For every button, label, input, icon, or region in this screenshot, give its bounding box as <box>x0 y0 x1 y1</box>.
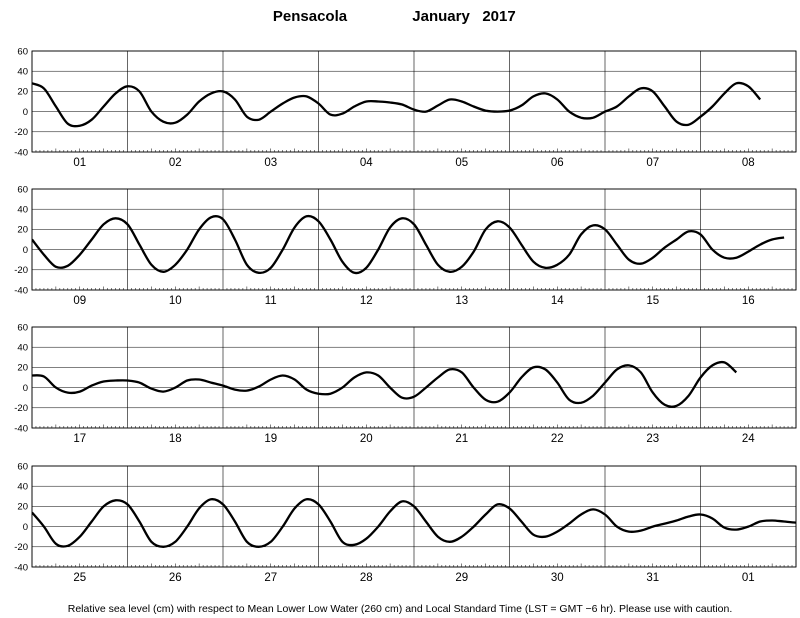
panels-group: -40 -20 0 20 40 60 01 02 03 04 05 06 07 08 -40 -20 0 20 40… <box>14 46 797 584</box>
day-label: 06 <box>551 157 564 169</box>
tide-line <box>32 81 762 128</box>
tide-line <box>32 214 785 275</box>
day-label: 24 <box>742 433 755 445</box>
y-tick-label: 60 <box>17 46 28 57</box>
day-label: 16 <box>742 295 755 307</box>
day-label: 10 <box>169 295 182 307</box>
day-label: 23 <box>646 433 659 445</box>
y-tick-label: 0 <box>23 107 28 118</box>
day-label: 22 <box>551 433 564 445</box>
day-label: 30 <box>551 572 564 584</box>
panel-frame <box>31 465 797 568</box>
panel-frame <box>31 50 797 153</box>
y-tick-label: -20 <box>14 265 28 276</box>
day-label: 21 <box>455 433 468 445</box>
y-tick-label: -20 <box>14 127 28 138</box>
day-label: 14 <box>551 295 564 307</box>
y-tick-label: -20 <box>14 403 28 414</box>
day-label: 07 <box>646 157 659 169</box>
day-label: 11 <box>265 295 277 307</box>
day-label: 20 <box>360 433 373 445</box>
y-tick-label: 40 <box>17 343 28 354</box>
tide-line <box>32 360 738 408</box>
day-label: 25 <box>73 572 86 584</box>
y-tick-label: 20 <box>17 225 28 236</box>
chart-footnote: Relative sea level (cm) with respect to … <box>68 603 733 615</box>
y-tick-label: -40 <box>14 423 28 434</box>
day-label: 13 <box>455 295 468 307</box>
y-tick-label: -20 <box>14 542 28 553</box>
y-tick-label: 20 <box>17 87 28 98</box>
y-tick-label: 40 <box>17 482 28 493</box>
day-label: 18 <box>169 433 182 445</box>
day-label: 31 <box>646 572 659 584</box>
y-tick-label: 60 <box>17 461 28 472</box>
day-label: 15 <box>646 295 659 307</box>
day-label: 12 <box>360 295 373 307</box>
day-label: 04 <box>360 157 373 169</box>
y-tick-label: 40 <box>17 205 28 216</box>
y-tick-label: 0 <box>23 383 28 394</box>
y-tick-label: 0 <box>23 522 28 533</box>
day-label: 09 <box>73 295 86 307</box>
y-tick-label: 60 <box>17 322 28 333</box>
day-label: 17 <box>73 433 86 445</box>
day-label: 26 <box>169 572 182 584</box>
day-label: 08 <box>742 157 755 169</box>
day-label: 02 <box>169 157 182 169</box>
y-tick-label: 20 <box>17 502 28 513</box>
y-tick-label: 40 <box>17 67 28 78</box>
y-tick-label: 60 <box>17 184 28 195</box>
day-label: 05 <box>455 157 468 169</box>
day-label: 19 <box>264 433 277 445</box>
y-tick-label: -40 <box>14 285 28 296</box>
day-label: 29 <box>455 572 468 584</box>
day-label: 28 <box>360 572 373 584</box>
day-label: 01 <box>742 572 755 584</box>
day-label: 01 <box>73 157 86 169</box>
chart-title-station: Pensacola <box>273 8 348 25</box>
y-tick-label: 0 <box>23 245 28 256</box>
tide-line <box>32 498 796 548</box>
chart-title-period: January 2017 <box>412 8 515 25</box>
day-label: 03 <box>264 157 277 169</box>
y-tick-label: -40 <box>14 562 28 573</box>
y-tick-label: 20 <box>17 363 28 374</box>
y-tick-label: -40 <box>14 147 28 158</box>
panel-frame <box>31 326 797 429</box>
day-label: 27 <box>264 572 277 584</box>
